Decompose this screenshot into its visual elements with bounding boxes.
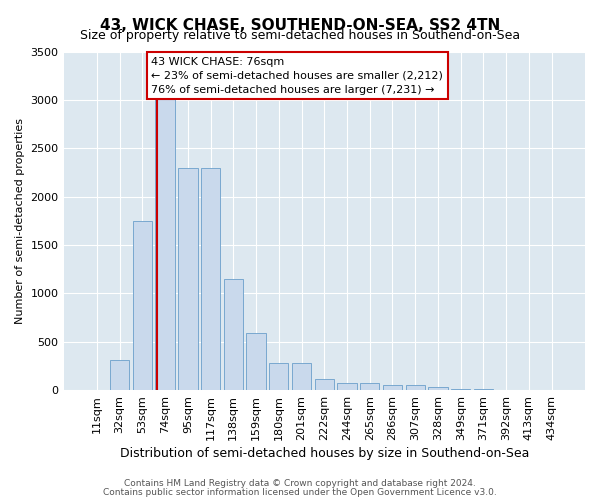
Y-axis label: Number of semi-detached properties: Number of semi-detached properties — [15, 118, 25, 324]
Bar — [269, 362, 289, 390]
Bar — [406, 384, 425, 390]
Bar — [224, 279, 243, 390]
Bar — [474, 389, 493, 390]
Bar — [451, 389, 470, 390]
Bar — [337, 383, 356, 390]
Bar — [360, 383, 379, 390]
Bar — [247, 333, 266, 390]
Bar — [314, 379, 334, 390]
Bar — [155, 56, 175, 390]
Text: 43, WICK CHASE, SOUTHEND-ON-SEA, SS2 4TN: 43, WICK CHASE, SOUTHEND-ON-SEA, SS2 4TN — [100, 18, 500, 32]
Bar — [383, 384, 402, 390]
Bar — [133, 221, 152, 390]
Bar — [292, 362, 311, 390]
Text: Contains public sector information licensed under the Open Government Licence v3: Contains public sector information licen… — [103, 488, 497, 497]
Text: Size of property relative to semi-detached houses in Southend-on-Sea: Size of property relative to semi-detach… — [80, 29, 520, 42]
X-axis label: Distribution of semi-detached houses by size in Southend-on-Sea: Distribution of semi-detached houses by … — [119, 447, 529, 460]
Text: Contains HM Land Registry data © Crown copyright and database right 2024.: Contains HM Land Registry data © Crown c… — [124, 479, 476, 488]
Bar — [428, 386, 448, 390]
Bar — [178, 168, 197, 390]
Text: 43 WICK CHASE: 76sqm
← 23% of semi-detached houses are smaller (2,212)
76% of se: 43 WICK CHASE: 76sqm ← 23% of semi-detac… — [151, 56, 443, 94]
Bar — [201, 168, 220, 390]
Bar — [110, 360, 130, 390]
